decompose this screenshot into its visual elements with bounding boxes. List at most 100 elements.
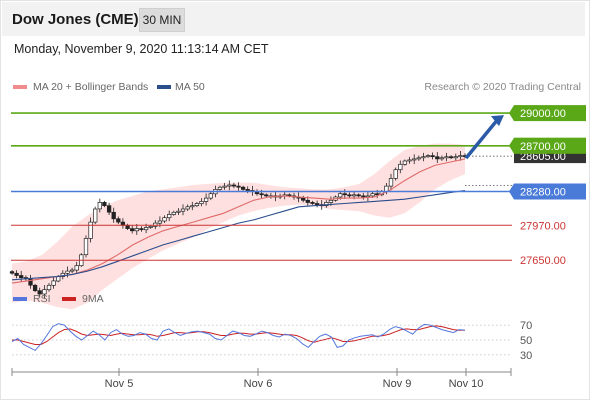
level-tag-overlay <box>514 137 586 154</box>
candle-body <box>102 202 107 207</box>
candle-body <box>116 218 121 223</box>
candle-body <box>56 276 61 282</box>
candle-body <box>375 193 380 196</box>
copyright: Research © 2020 Trading Central <box>424 81 581 93</box>
rsi-tick-50: 50 <box>520 335 532 347</box>
rsi-legend: RSI 9MA <box>13 293 104 305</box>
candle-body <box>88 221 93 239</box>
candle-body <box>199 201 204 204</box>
candle-body <box>217 186 223 190</box>
candle-body <box>370 193 375 197</box>
candle-body <box>97 202 102 210</box>
x-tick-label: Nov 5 <box>105 378 134 390</box>
candle-body <box>69 269 75 272</box>
level-label-27650.00: 27650.00 <box>520 255 566 267</box>
level-label-overlay: 28700.00 <box>520 141 566 153</box>
candle-body <box>245 189 250 191</box>
last-price-label: 28605.00 <box>520 151 566 163</box>
candle-body <box>264 194 269 197</box>
ma50-legend-swatch <box>157 85 171 89</box>
x-tick-label: Nov 9 <box>383 378 412 390</box>
candle-body <box>148 226 153 228</box>
candle-body <box>171 211 176 215</box>
candle-body <box>259 193 264 196</box>
candle-body <box>51 280 56 286</box>
candle-body <box>439 157 445 160</box>
rsi-line <box>11 323 466 352</box>
candle-body <box>46 284 52 291</box>
candle-body <box>180 208 186 212</box>
candle-body <box>236 185 241 188</box>
candle-body <box>402 160 408 165</box>
candle-body <box>435 156 440 160</box>
ma20-legend-label: MA 20 + Bollinger Bands <box>33 81 148 93</box>
legend: MA 20 + Bollinger Bands MA 50 Research ©… <box>13 81 581 93</box>
candle-body <box>111 211 116 220</box>
candle-body <box>412 158 417 161</box>
rsi-panel: 70 50 30 <box>11 320 532 362</box>
candle-body <box>351 194 357 197</box>
level-tag-pointer <box>509 137 514 154</box>
candle-body <box>384 185 389 192</box>
candle-body <box>328 199 334 203</box>
level-label-29000.00: 29000.00 <box>520 108 566 120</box>
bollinger-band <box>12 143 465 310</box>
candle-body <box>324 202 329 207</box>
forecast-arrow-shaft <box>464 117 500 160</box>
main-plot <box>9 143 468 310</box>
candle-body <box>458 155 463 158</box>
rsi-legend-swatch <box>13 297 27 301</box>
candle-body <box>153 222 158 227</box>
ma50-line <box>11 189 466 281</box>
rsi-ma-legend-swatch <box>62 297 76 301</box>
candle-body <box>14 272 19 276</box>
candle-body <box>416 157 421 160</box>
candle-body <box>157 220 163 224</box>
candle-body <box>65 270 70 274</box>
header-bar: Dow Jones (CME) 30 MIN <box>2 2 585 36</box>
candle-body <box>301 197 306 201</box>
candle-body <box>305 199 310 203</box>
candle-body <box>227 184 232 187</box>
candle-body <box>106 205 112 213</box>
candle-body <box>393 169 398 179</box>
level-label-27970.00: 27970.00 <box>520 220 566 232</box>
candle-body <box>222 185 227 188</box>
forecast-arrow-head <box>491 115 504 127</box>
candle-body <box>19 275 24 279</box>
candle-body <box>240 186 246 190</box>
candle-body <box>32 284 38 292</box>
candle-body <box>185 206 190 210</box>
instrument-title: Dow Jones (CME) <box>12 11 139 28</box>
x-axis: Nov 5 Nov 6 Nov 9 Nov 10 <box>11 368 512 390</box>
ma50-legend-label: MA 50 <box>175 81 205 93</box>
candle-body <box>130 228 135 232</box>
candle-body <box>407 159 412 162</box>
candle-body <box>448 156 454 159</box>
candle-body <box>42 289 47 295</box>
ma20-legend-swatch <box>13 85 27 89</box>
timeframe-button[interactable]: 30 MIN <box>139 8 185 32</box>
level-tag-28280.00 <box>514 183 586 200</box>
candle-body <box>162 217 167 222</box>
candle-body <box>314 203 320 205</box>
candle-body <box>60 272 65 277</box>
candle-body <box>139 228 144 231</box>
candle-body <box>208 193 213 199</box>
candle-body <box>190 205 195 208</box>
candle-body <box>356 194 361 197</box>
candle-body <box>143 227 149 231</box>
candle-body <box>398 163 403 171</box>
timestamp: Monday, November 9, 2020 11:13:14 AM CET <box>14 42 269 56</box>
candle-body <box>430 155 435 158</box>
level-tag-pointer <box>509 105 514 122</box>
candle-body <box>167 214 172 219</box>
candle-body <box>37 290 42 295</box>
candle-body <box>388 178 394 187</box>
rsi-tick-30: 30 <box>520 350 532 362</box>
level-tag-pointer <box>509 183 514 200</box>
level-label-28280.00: 28280.00 <box>520 187 566 199</box>
candle-body <box>9 271 15 274</box>
